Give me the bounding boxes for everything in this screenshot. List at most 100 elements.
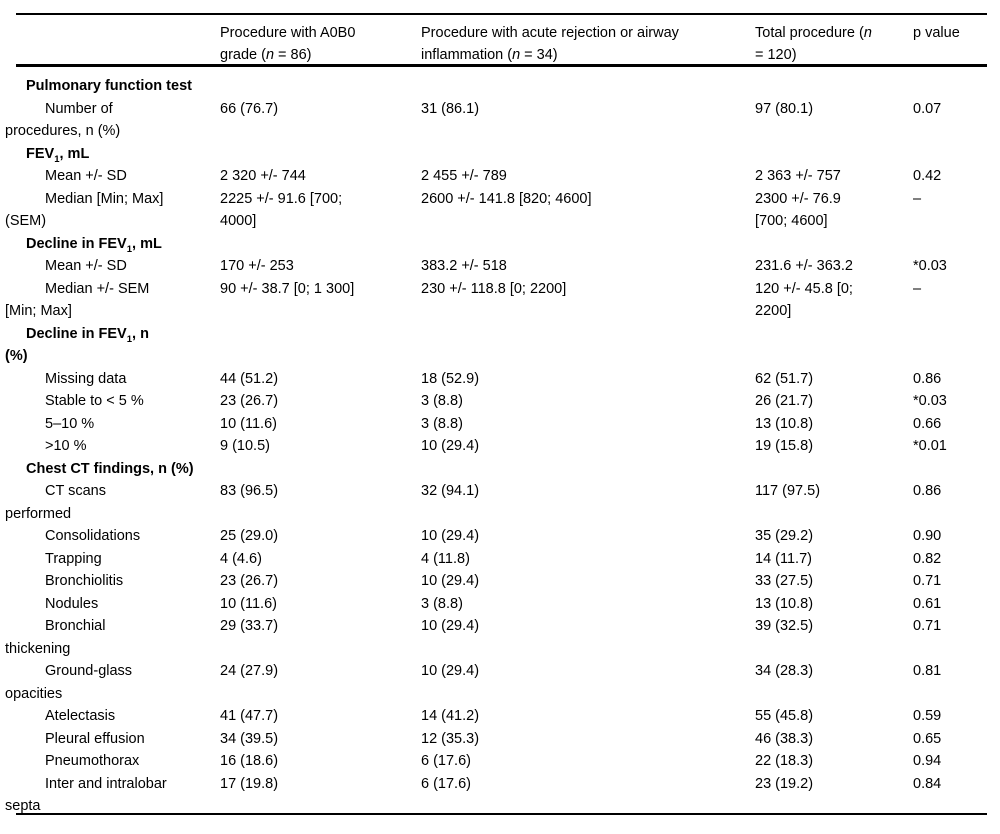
cell-p-value: 0.42 (913, 165, 995, 188)
cell-acute-rejection: 2600 +/- 141.8 [820; 4600] (421, 188, 755, 233)
text-line: opacities (5, 685, 63, 702)
cell-a0b0-grade (220, 233, 421, 256)
text-line: 19 (15.8) (755, 438, 814, 454)
table-row: 5–10 % 10 (11.6) 3 (8.8) 13 (10.8) 0.66 (5, 413, 995, 436)
cell-a0b0-grade: 44 (51.2) (220, 368, 421, 391)
cell-a0b0-grade: 29 (33.7) (220, 615, 421, 660)
text-line: 44 (51.2) (220, 370, 279, 387)
table-row: Pneumothorax 16 (18.6) 6 (17.6) 22 (18.3) 0.… (5, 750, 995, 773)
section-row: Decline in FEV1, n (%) (5, 323, 995, 368)
cell-a0b0-grade: 17 (19.8) (220, 773, 421, 818)
text-line: FEV1, mL (26, 145, 90, 165)
text-line: 0.81 (913, 663, 942, 679)
table-header-rule (16, 64, 987, 67)
text-line: Decline in FEV1, mL (26, 235, 162, 255)
cell-acute-rejection: 10 (29.4) (421, 660, 755, 705)
cell-total-procedure: 19 (15.8) (755, 435, 913, 458)
cell-total-procedure (755, 66, 913, 98)
row-label: Inter and intralobar septa (5, 773, 220, 818)
cell-acute-rejection: 31 (86.1) (421, 98, 755, 143)
cell-p-value: 0.59 (913, 705, 995, 728)
row-label: Nodules (5, 593, 220, 616)
table-row: Bronchial thickening 29 (33.7) 10 (29.4) 39 … (5, 615, 995, 660)
row-label: FEV1, mL (5, 143, 220, 166)
cell-total-procedure: 35 (29.2) (755, 525, 913, 548)
text-line: 0.94 (913, 753, 942, 769)
row-label: Consolidations (5, 525, 220, 548)
table-row: Stable to < 5 % 23 (26.7) 3 (8.8) 26 (21.7)… (5, 390, 995, 413)
text-line: 55 (45.8) (755, 708, 814, 724)
text-line: 10 (11.6) (220, 415, 277, 432)
text-line: Pulmonary function test (26, 78, 192, 94)
cell-acute-rejection: 6 (17.6) (421, 750, 755, 773)
cell-total-procedure (755, 143, 913, 166)
cell-p-value (913, 233, 995, 256)
header-col-p-value: p value (913, 13, 995, 66)
cell-p-value (913, 323, 995, 368)
text-line: 0.61 (913, 595, 942, 612)
text-line: 0.86 (913, 370, 942, 387)
row-label: Mean +/- SD (5, 165, 220, 188)
cell-p-value: 0.71 (913, 615, 995, 660)
table-row: Bronchiolitis 23 (26.7) 10 (29.4) 33 (27.5)… (5, 570, 995, 593)
cell-acute-rejection: 3 (8.8) (421, 593, 755, 616)
cell-p-value: 0.94 (913, 750, 995, 773)
table-row: Median +/- SEM [Min; Max] 90 +/- 38.7 [0; … (5, 278, 995, 323)
text-line: 3 (8.8) (421, 415, 463, 432)
text-line: Missing data (45, 370, 127, 387)
cell-acute-rejection: 10 (29.4) (421, 525, 755, 548)
cell-total-procedure (755, 233, 913, 256)
cell-a0b0-grade: 16 (18.6) (220, 750, 421, 773)
row-label: Trapping (5, 548, 220, 571)
row-label: Number of procedures, n (%) (5, 98, 220, 143)
cell-acute-rejection: 14 (41.2) (421, 705, 755, 728)
cell-acute-rejection (421, 233, 755, 256)
cell-acute-rejection: 3 (8.8) (421, 413, 755, 436)
cell-total-procedure: 13 (10.8) (755, 413, 913, 436)
text-line: 0.65 (913, 730, 942, 747)
table-body: Pulmonary function test Number of procedur… (5, 66, 995, 818)
table-row: Nodules 10 (11.6) 3 (8.8) 13 (10.8) 0.61 (5, 593, 995, 616)
table-row: >10 % 9 (10.5) 10 (29.4) 19 (15.8) *0.01 (5, 435, 995, 458)
table-header: Procedure with A0B0 grade (n = 86) Proced… (5, 13, 995, 66)
text-line: 0.59 (913, 708, 942, 724)
text-line: CT scans (45, 483, 106, 499)
cell-a0b0-grade (220, 66, 421, 98)
row-label: 5–10 % (5, 413, 220, 436)
text-line: 0.42 (913, 168, 942, 184)
cell-a0b0-grade: 66 (76.7) (220, 98, 421, 143)
text-line: p value (913, 25, 960, 41)
text-line: 16 (18.6) (220, 753, 279, 769)
text-line: 83 (96.5) (220, 483, 279, 499)
text-line: 170 +/- 253 (220, 258, 294, 274)
text-line: septa (5, 798, 41, 814)
row-label: Missing data (5, 368, 220, 391)
table-row: Inter and intralobar septa 17 (19.8) 6 (17.… (5, 773, 995, 818)
text-line: 62 (51.7) (755, 370, 814, 387)
text-line: 2600 +/- 141.8 [820; 4600] (421, 190, 592, 207)
text-line: [700; 4600] (755, 213, 828, 229)
row-label: Pneumothorax (5, 750, 220, 773)
cell-acute-rejection: 10 (29.4) (421, 615, 755, 660)
text-line: – (913, 190, 922, 207)
text-line: (SEM) (5, 213, 47, 229)
cell-a0b0-grade: 34 (39.5) (220, 728, 421, 751)
text-line: Atelectasis (45, 708, 116, 724)
cell-a0b0-grade: 25 (29.0) (220, 525, 421, 548)
cell-p-value: – (913, 188, 995, 233)
table-row: Trapping 4 (4.6) 4 (11.8) 14 (11.7) 0.82 (5, 548, 995, 571)
row-label: Pulmonary function test (5, 66, 220, 98)
text-line: thickening (5, 640, 71, 657)
row-label: Chest CT findings, n (%) (5, 458, 220, 481)
text-line: Bronchiolitis (45, 573, 124, 589)
cell-acute-rejection: 12 (35.3) (421, 728, 755, 751)
cell-acute-rejection: 383.2 +/- 518 (421, 255, 755, 278)
cell-a0b0-grade: 2 320 +/- 744 (220, 165, 421, 188)
row-label: Atelectasis (5, 705, 220, 728)
row-label: Bronchiolitis (5, 570, 220, 593)
cell-total-procedure: 39 (32.5) (755, 615, 913, 660)
text-line: 17 (19.8) (220, 775, 279, 792)
cell-p-value: 0.82 (913, 548, 995, 571)
text-line: 66 (76.7) (220, 100, 279, 117)
